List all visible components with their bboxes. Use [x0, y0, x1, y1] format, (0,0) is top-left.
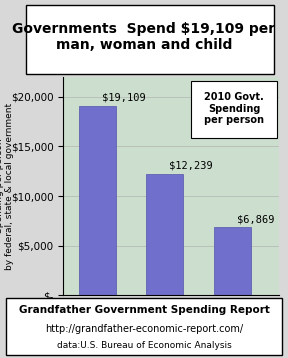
- Text: Governments  Spend $19,109 per
man, woman and child: Governments Spend $19,109 per man, woman…: [12, 22, 276, 52]
- FancyBboxPatch shape: [191, 81, 277, 138]
- Bar: [213, 227, 251, 295]
- Bar: [146, 174, 183, 295]
- Text: Spending per person
by federal, state & local government: Spending per person by federal, state & …: [0, 103, 14, 270]
- Text: $19,109: $19,109: [102, 93, 146, 103]
- Text: 2010 Govt.
Spending
per person: 2010 Govt. Spending per person: [204, 92, 264, 125]
- Text: Grandfather Government Spending Report: Grandfather Government Spending Report: [18, 305, 270, 315]
- Text: $12,239: $12,239: [169, 161, 213, 171]
- FancyBboxPatch shape: [6, 298, 282, 355]
- Text: $6,869: $6,869: [237, 214, 274, 224]
- Text: http://grandfather-economic-report.com/: http://grandfather-economic-report.com/: [45, 324, 243, 334]
- Text: data:U.S. Bureau of Economic Analysis: data:U.S. Bureau of Economic Analysis: [57, 341, 231, 350]
- FancyBboxPatch shape: [26, 5, 274, 74]
- Bar: [79, 106, 116, 295]
